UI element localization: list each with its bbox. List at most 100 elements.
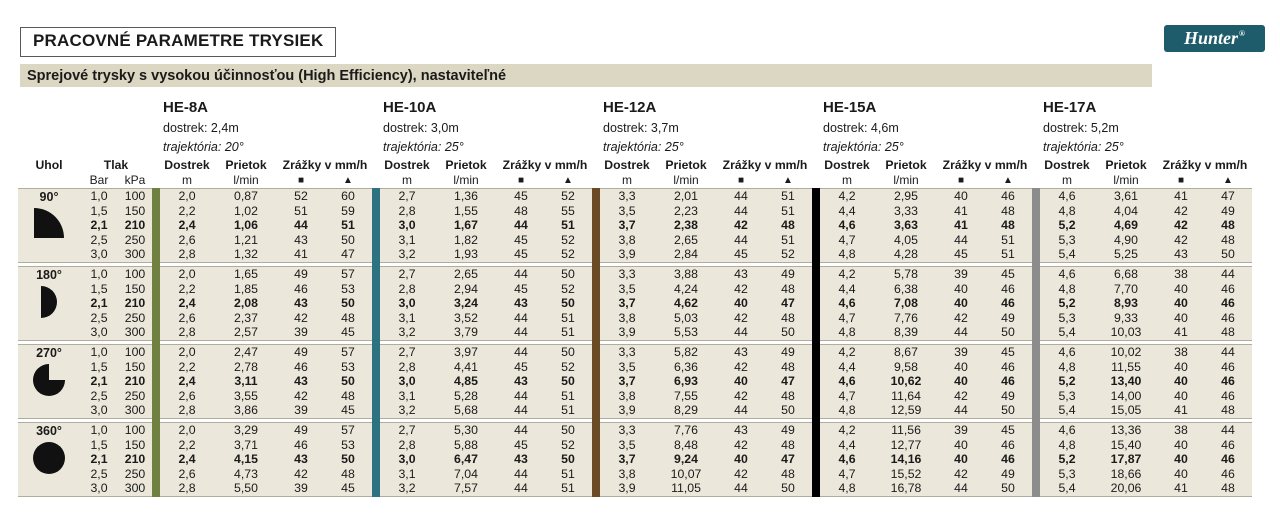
zrazky-triangle-value: 51: [1001, 232, 1015, 247]
zrazky-square-value: 45: [514, 281, 528, 296]
dostrek-value: 4,7: [838, 388, 856, 403]
zrazky-square-value: 44: [954, 403, 968, 418]
pressure-kpa-value: 150: [124, 437, 146, 452]
zrazky-square-value: 41: [1174, 189, 1188, 203]
prietok-value: 3,63: [894, 218, 918, 233]
col-dostrek-label: Dostrek: [384, 158, 430, 172]
zrazky-triangle-value: 44: [1221, 266, 1235, 281]
zrazky-square-value: 43: [294, 232, 308, 247]
zrazky-square-value: 38: [1174, 344, 1188, 359]
pressure-kpa-value: 100: [124, 189, 146, 203]
pressure-kpa-value: 300: [124, 325, 146, 340]
nozzle-dostrek: dostrek: 3,7m: [603, 121, 679, 135]
dostrek-value: 5,4: [1058, 403, 1076, 418]
prietok-value: 11,56: [891, 422, 921, 437]
prietok-value: 2,94: [454, 281, 478, 296]
he-12a-stripe: [592, 188, 600, 497]
pressure-bar-value: 1,5: [90, 203, 108, 218]
zrazky-square-value: 45: [734, 247, 748, 262]
zrazky-square-value: 45: [954, 247, 968, 262]
dostrek-value: 3,0: [398, 218, 416, 233]
prietok-value: 11,64: [891, 388, 921, 403]
nozzle-dostrek: dostrek: 4,6m: [823, 121, 899, 135]
zrazky-triangle-value: 45: [341, 481, 355, 496]
dostrek-value: 4,7: [838, 466, 856, 481]
prietok-value: 2,95: [894, 189, 918, 203]
prietok-value: 3,11: [234, 374, 258, 389]
dostrek-value: 3,5: [618, 281, 636, 296]
header-row: dostrek: 2,4m dostrek: 3,0m dostrek: 3,7m d…: [18, 116, 1252, 135]
zrazky-triangle-value: 57: [341, 266, 355, 281]
zrazky-triangle-value: 51: [561, 310, 575, 325]
zrazky-square-value: 45: [514, 189, 528, 203]
zrazky-square-value: 44: [514, 325, 528, 340]
zrazky-square-value: 41: [1174, 481, 1188, 496]
prietok-value: 4,90: [1114, 232, 1138, 247]
zrazky-triangle-value: 48: [1221, 481, 1235, 496]
nozzle-trajektoria: trajektória: 20°: [163, 140, 244, 154]
prietok-value: 12,77: [890, 437, 922, 452]
col-uhol-label: Uhol: [35, 158, 63, 172]
prietok-value: 4,05: [894, 232, 918, 247]
zrazky-triangle-value: 50: [561, 266, 575, 281]
zrazky-triangle-value: 46: [1221, 359, 1235, 374]
zrazky-square-value: 42: [294, 466, 308, 481]
zrazky-square-value: 43: [514, 452, 528, 467]
dostrek-value: 2,7: [398, 422, 416, 437]
prietok-value: 3,79: [454, 325, 478, 340]
prietok-value: 5,82: [674, 344, 698, 359]
triangle-icon: ▲: [343, 175, 353, 186]
zrazky-triangle-value: 46: [1001, 374, 1015, 389]
zrazky-triangle-value: 44: [1221, 344, 1235, 359]
zrazky-triangle-value: 50: [781, 481, 795, 496]
zrazky-triangle-value: 48: [1221, 232, 1235, 247]
prietok-value: 1,85: [234, 281, 258, 296]
dostrek-value: 2,0: [178, 266, 196, 281]
zrazky-square-value: 42: [294, 388, 308, 403]
prietok-value: 4,73: [234, 466, 258, 481]
zrazky-triangle-value: 50: [561, 344, 575, 359]
zrazky-triangle-value: 46: [1001, 359, 1015, 374]
dostrek-value: 2,8: [398, 437, 416, 452]
dostrek-value: 3,1: [398, 232, 416, 247]
prietok-value: 7,76: [894, 310, 918, 325]
nozzle-name: HE-12A: [603, 99, 657, 116]
zrazky-triangle-value: 45: [1001, 344, 1015, 359]
zrazky-square-value: 45: [514, 247, 528, 262]
zrazky-square-value: 42: [734, 437, 748, 452]
zrazky-square-value: 44: [734, 203, 748, 218]
dostrek-value: 2,8: [398, 281, 416, 296]
dostrek-value: 3,9: [618, 325, 636, 340]
zrazky-square-value: 40: [954, 296, 968, 311]
prietok-value: 1,65: [234, 266, 258, 281]
zrazky-triangle-value: 48: [781, 281, 795, 296]
dostrek-value: 3,8: [618, 232, 636, 247]
zrazky-square-value: 46: [294, 437, 308, 452]
zrazky-square-value: 49: [294, 344, 308, 359]
dostrek-value: 4,6: [1058, 422, 1076, 437]
dostrek-value: 3,5: [618, 359, 636, 374]
angle-cell: 90°: [18, 189, 80, 262]
nozzle-name: HE-17A: [1043, 99, 1097, 116]
dostrek-value: 4,2: [838, 344, 856, 359]
dostrek-value: 3,8: [618, 310, 636, 325]
prietok-value: 5,03: [674, 310, 698, 325]
prietok-value: 2,57: [234, 325, 258, 340]
prietok-value: 8,48: [674, 437, 698, 452]
dostrek-value: 3,3: [618, 344, 636, 359]
zrazky-triangle-value: 46: [1221, 452, 1235, 467]
zrazky-square-value: 40: [1174, 437, 1188, 452]
prietok-value: 8,39: [894, 325, 918, 340]
prietok-value: 3,88: [674, 266, 698, 281]
dostrek-value: 4,7: [838, 310, 856, 325]
nozzle-trajektoria: trajektória: 25°: [603, 140, 684, 154]
prietok-value: 4,28: [894, 247, 918, 262]
zrazky-square-value: 44: [734, 232, 748, 247]
prietok-value: 7,57: [454, 481, 478, 496]
pressure-kpa-value: 150: [124, 359, 146, 374]
zrazky-square-value: 44: [514, 466, 528, 481]
col-dostrek-label: Dostrek: [824, 158, 870, 172]
dostrek-value: 3,5: [618, 437, 636, 452]
dostrek-value: 4,4: [838, 359, 856, 374]
triangle-icon: ▲: [1003, 175, 1013, 186]
